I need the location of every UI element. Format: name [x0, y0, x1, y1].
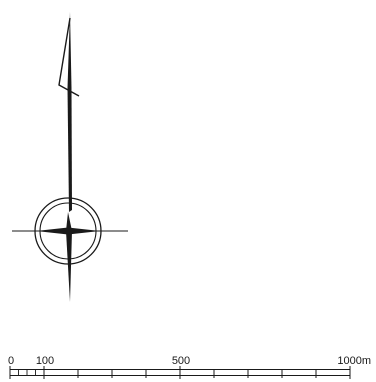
- scale-label-500: 500: [172, 355, 190, 367]
- north-arrow-half-barb: [58, 17, 80, 97]
- scale-label-100: 100: [36, 355, 54, 367]
- compass-south-needle: [66, 212, 72, 302]
- scale-bar-ticks: [9, 366, 351, 379]
- compass-rose-icon: [12, 197, 128, 302]
- scale-bar: 0 100 500 1000m: [8, 355, 371, 379]
- north-arrow-icon: [58, 12, 80, 212]
- scale-label-0: 0: [8, 355, 14, 367]
- scale-label-1000: 1000m: [337, 355, 371, 367]
- north-arrow-needle: [67, 12, 72, 212]
